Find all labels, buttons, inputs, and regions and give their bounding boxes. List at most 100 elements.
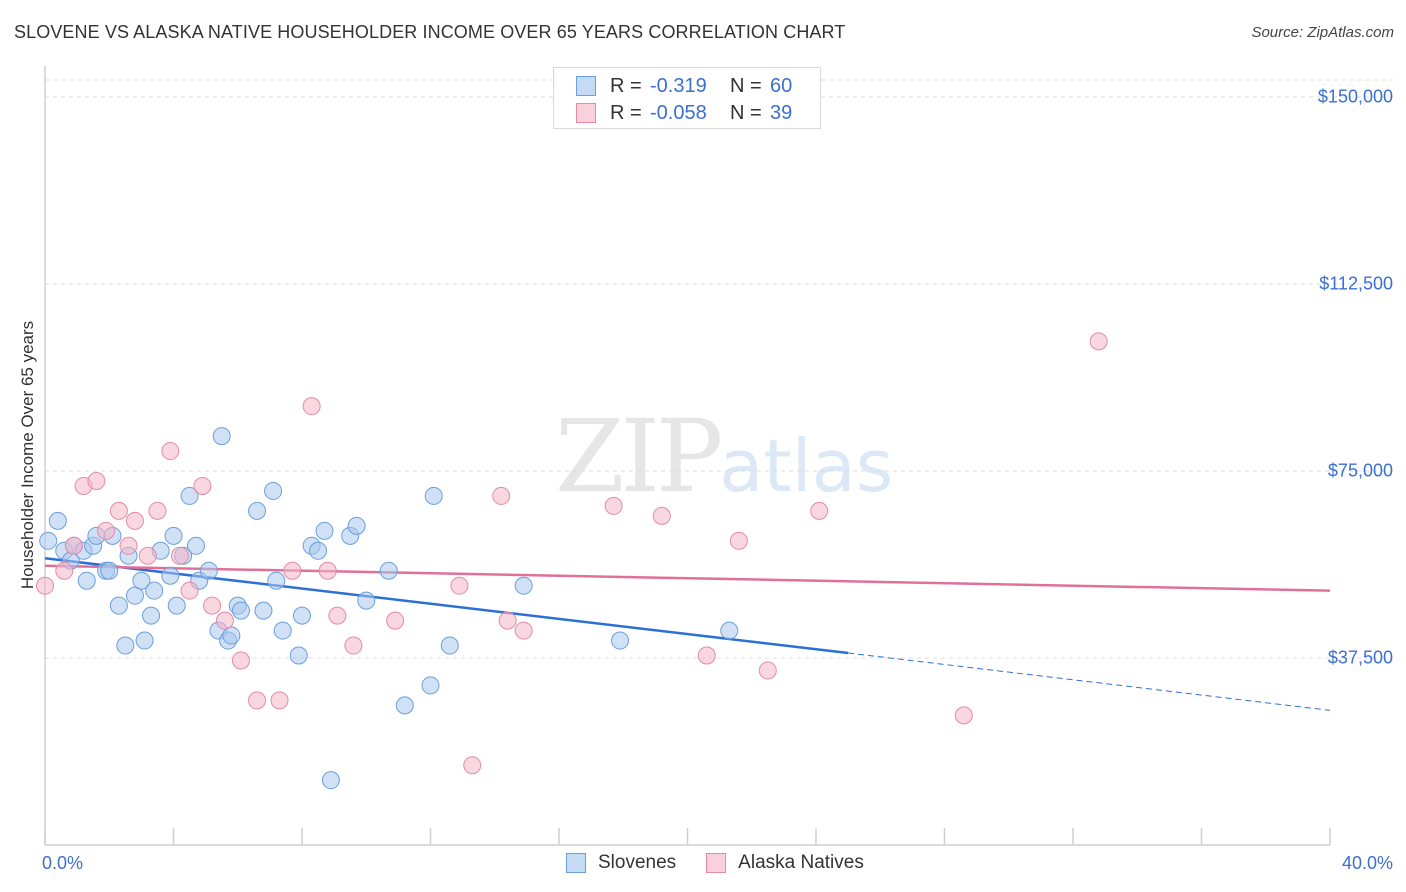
slovenes-trend-line-extension <box>848 652 1331 711</box>
x-tick-label-max: 40.0% <box>1341 853 1393 873</box>
alaska-natives-point <box>193 476 212 495</box>
slovenes-point <box>164 526 183 545</box>
alaska-natives-point <box>328 606 347 625</box>
alaska-natives-point <box>318 561 337 580</box>
legend-label-slovenes: Slovenes <box>598 852 677 873</box>
legend-r-value: -0.058 <box>650 101 707 124</box>
slovenes-point <box>254 601 273 620</box>
slovenes-point <box>273 621 292 640</box>
alaska-natives-point <box>697 646 716 665</box>
alaska-natives-point <box>231 651 250 670</box>
alaska-natives-point <box>283 561 302 580</box>
alaska-natives-point <box>270 691 289 710</box>
grid-lines <box>45 79 1395 659</box>
slovenes-point <box>267 571 286 590</box>
slovenes-point <box>199 561 218 580</box>
slovenes-point <box>611 631 630 650</box>
slovenes-point <box>421 676 440 695</box>
alaska-natives-point <box>498 611 517 630</box>
slovenes-point <box>309 541 328 560</box>
series-legend: Slovenes Alaska Natives <box>566 852 894 874</box>
axes <box>44 66 1331 846</box>
legend-n-label: N = <box>730 74 762 97</box>
alaska-natives-trend-line <box>44 564 1331 592</box>
slovenes-point <box>100 561 119 580</box>
legend-swatch-alaska-natives <box>706 853 727 873</box>
alaska-natives-point <box>148 501 167 520</box>
slovenes-point <box>321 771 340 790</box>
slovenes-point <box>125 586 144 605</box>
alaska-natives-point <box>55 561 74 580</box>
slovenes-point <box>248 501 267 520</box>
alaska-natives-point <box>109 501 128 520</box>
y-tick-label: $150,000 <box>1317 86 1393 107</box>
slovenes-point <box>161 566 180 585</box>
alaska-natives-point <box>729 531 748 550</box>
alaska-natives-point <box>450 576 469 595</box>
y-tick-label: $37,500 <box>1327 647 1393 668</box>
alaska-natives-point <box>180 581 199 600</box>
slovenes-point <box>424 486 443 505</box>
alaska-natives-point <box>138 546 157 565</box>
slovenes-point <box>135 631 154 650</box>
watermark-atlas: atlas <box>719 424 894 508</box>
slovenes-point <box>720 621 739 640</box>
legend-swatch-slovenes <box>566 853 586 873</box>
slovenes-point <box>315 521 334 540</box>
slovenes-point <box>39 531 58 550</box>
alaska-natives-point <box>119 536 138 555</box>
legend-item-slovenes[interactable]: Slovenes <box>566 852 676 874</box>
alaska-natives-point <box>492 486 511 505</box>
alaska-natives-point <box>758 661 777 680</box>
legend-swatch-slovenes <box>576 76 596 96</box>
alaska-natives-point <box>604 496 623 515</box>
watermark: ZIPatlas <box>555 398 893 515</box>
slovenes-point <box>514 576 533 595</box>
alaska-natives-point <box>810 501 829 520</box>
alaska-natives-point <box>248 691 267 710</box>
slovenes-point <box>145 581 164 600</box>
slovenes-point <box>264 481 283 500</box>
legend-item-alaska-natives[interactable]: Alaska Natives <box>706 852 864 874</box>
watermark-zip: ZIP <box>555 398 723 515</box>
slovenes-point <box>293 606 311 625</box>
legend-r-label: R = <box>610 74 642 97</box>
slovenes-point <box>289 646 308 665</box>
slovenes-point <box>347 516 366 535</box>
legend-n-label: N = <box>730 101 762 124</box>
slovenes-point <box>167 596 186 615</box>
alaska-natives-point <box>1089 332 1108 351</box>
alaska-natives-point <box>125 511 144 530</box>
alaska-natives-point <box>652 506 671 525</box>
legend-swatch-alaska-natives <box>576 103 596 123</box>
alaska-natives-point <box>302 397 321 416</box>
alaska-natives-point <box>170 546 189 565</box>
legend-label-alaska-natives: Alaska Natives <box>738 852 864 873</box>
alaska-natives-point <box>87 471 106 490</box>
alaska-natives-point <box>514 621 533 640</box>
y-axis-label: Householder Income Over 65 years <box>18 320 37 590</box>
slovenes-point <box>109 596 128 615</box>
alaska-natives-point <box>36 576 54 595</box>
slovenes-point <box>116 636 135 655</box>
slovenes-point <box>77 571 96 590</box>
chart-title: SLOVENE VS ALASKA NATIVE HOUSEHOLDER INC… <box>14 22 846 42</box>
alaska-natives-point <box>161 442 180 461</box>
alaska-natives-point <box>344 636 363 655</box>
legend-row-slovenes: R = -0.319 N = 60 <box>576 73 792 99</box>
slovenes-point <box>231 601 250 620</box>
alaska-natives-point <box>463 756 482 775</box>
slovenes-point <box>212 427 231 446</box>
slovenes-point <box>440 636 459 655</box>
y-tick-label: $112,500 <box>1319 273 1393 294</box>
legend-row-alaska-natives: R = -0.058 N = 39 <box>576 100 792 126</box>
alaska-natives-point <box>64 536 83 555</box>
legend-r-label: R = <box>610 101 642 124</box>
slovenes-point <box>142 606 161 625</box>
alaska-natives-point <box>954 706 973 725</box>
slovenes-point <box>180 486 199 505</box>
y-tick-label: $75,000 <box>1327 460 1393 481</box>
legend-n-value: 60 <box>770 74 793 97</box>
data-points <box>36 332 1108 790</box>
stats-legend: R = -0.319 N = 60 R = -0.058 N = 39 <box>553 67 821 129</box>
